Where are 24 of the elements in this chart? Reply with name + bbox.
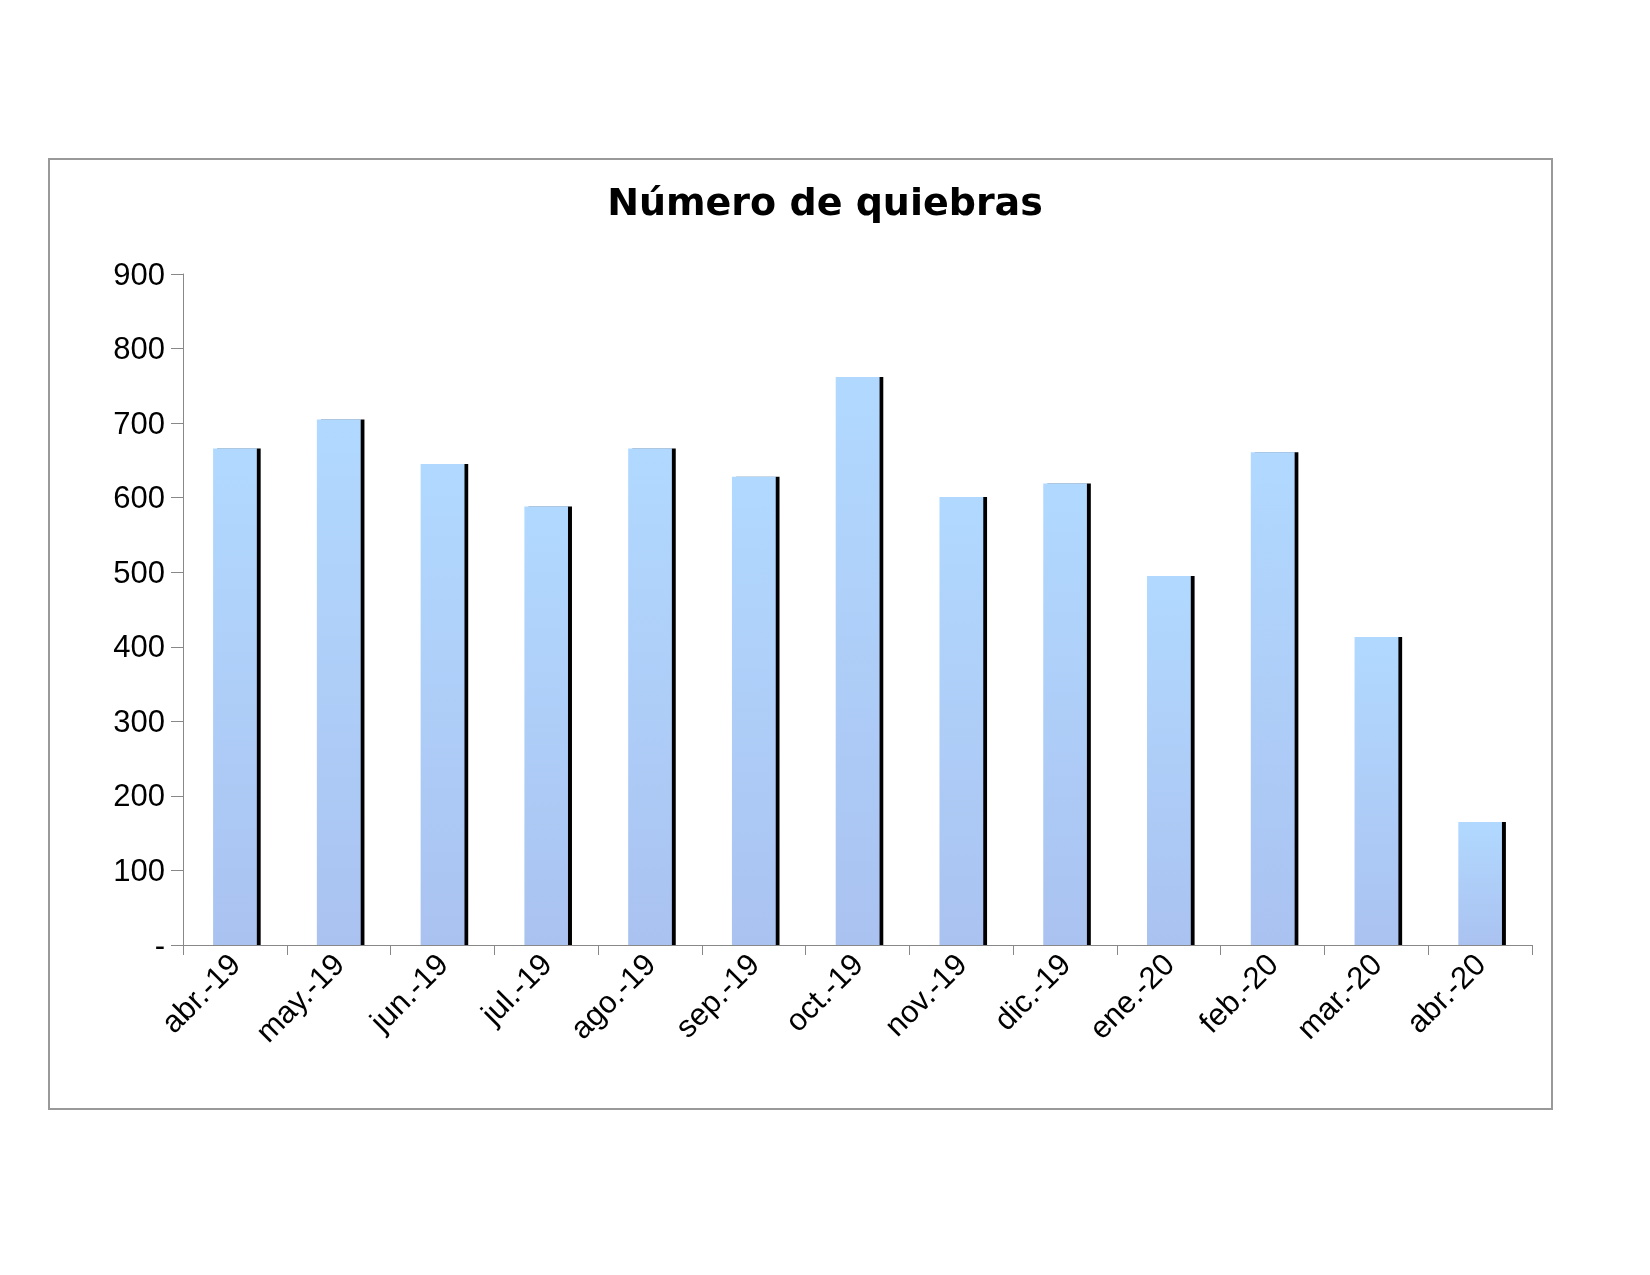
y-tick-label: 100 — [113, 852, 165, 888]
y-tick-label: 900 — [113, 256, 165, 292]
y-tick-label: - — [154, 927, 165, 963]
bar — [835, 376, 880, 945]
bar — [420, 464, 465, 945]
y-tick-label: 600 — [113, 480, 165, 516]
bar — [1043, 483, 1087, 945]
y-tick-label: 700 — [113, 405, 165, 441]
y-tick-label: 500 — [113, 554, 165, 590]
bar — [524, 506, 568, 945]
chart-title: Número de quiebras — [607, 180, 1043, 224]
bar — [316, 419, 361, 945]
bar — [628, 448, 672, 945]
y-tick-label: 800 — [113, 331, 165, 367]
y-tick-label: 400 — [113, 629, 165, 665]
bar — [1458, 821, 1502, 945]
bar — [731, 476, 776, 945]
y-tick-label: 200 — [113, 778, 165, 814]
y-tick-label: 300 — [113, 703, 165, 739]
bar — [213, 448, 257, 945]
bar — [939, 496, 984, 945]
bar — [1250, 452, 1295, 945]
bar — [1147, 575, 1191, 945]
bar — [1354, 637, 1399, 945]
